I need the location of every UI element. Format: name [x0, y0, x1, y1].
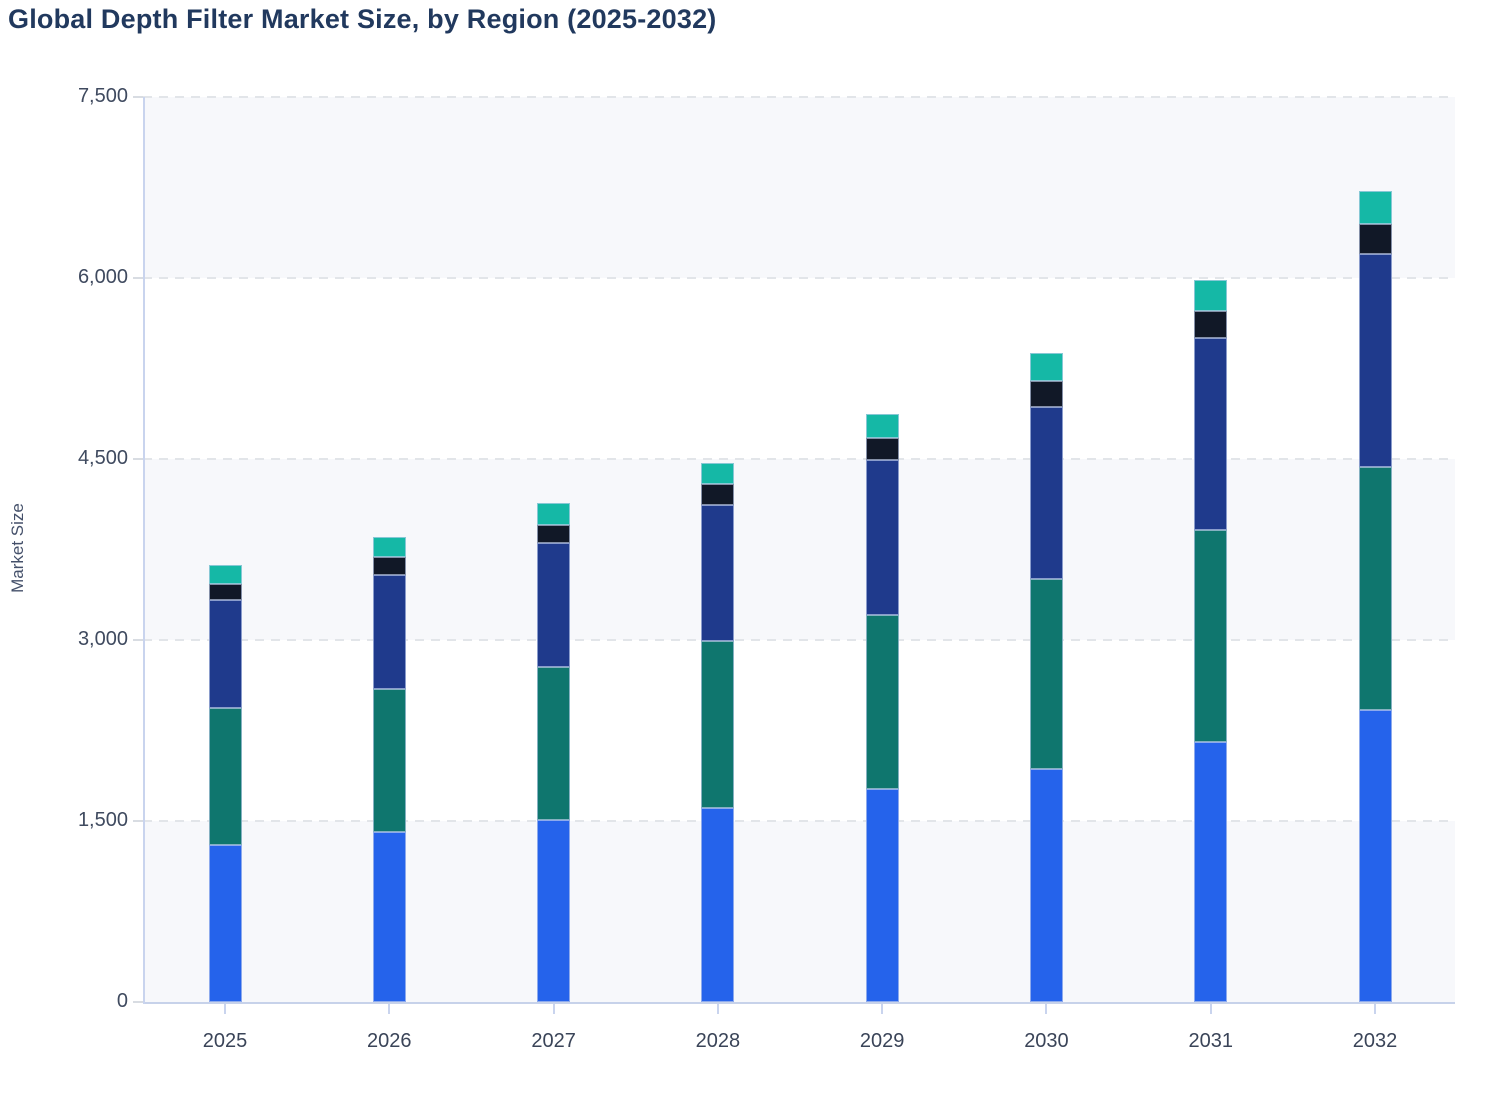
bar-segment-2025-series-3[interactable] — [208, 600, 242, 708]
y-tick-label: 3,000 — [77, 628, 128, 650]
y-axis-tick — [133, 96, 143, 98]
bar-segment-2031-series-1-bottom[interactable] — [1194, 741, 1228, 1002]
bar-segment-2028-series-4[interactable] — [701, 484, 735, 506]
y-axis-tick — [133, 639, 143, 641]
bar-segment-2025-series-5-top[interactable] — [208, 565, 242, 584]
bar-segment-2030-series-5-top[interactable] — [1029, 352, 1063, 381]
bar-segment-2027-series-2[interactable] — [537, 667, 571, 820]
gridline — [143, 820, 1455, 822]
x-axis-tick — [716, 1004, 719, 1014]
bar-segment-2032-series-3[interactable] — [1358, 254, 1392, 467]
bar-segment-2026-series-2[interactable] — [372, 688, 406, 833]
bar-segment-2030-series-2[interactable] — [1029, 579, 1063, 769]
y-tick-label: 4,500 — [77, 447, 128, 469]
x-axis-tick — [1045, 1004, 1048, 1014]
bar-segment-2026-series-4[interactable] — [372, 557, 406, 576]
bar-segment-2028-series-1-bottom[interactable] — [701, 807, 735, 1002]
x-tick-label: 2026 — [367, 1030, 412, 1052]
y-tick-label: 0 — [116, 990, 128, 1012]
bar-segment-2028-series-3[interactable] — [701, 505, 735, 642]
x-tick-label: 2027 — [531, 1030, 576, 1052]
x-tick-label: 2029 — [859, 1030, 905, 1052]
y-tick-label: 7,500 — [77, 85, 128, 107]
bar-segment-2025-series-1-bottom[interactable] — [208, 844, 242, 1002]
bar-segment-2028-series-5-top[interactable] — [701, 463, 735, 485]
plot-band — [143, 821, 1455, 1002]
bar-segment-2029-series-1-bottom[interactable] — [865, 789, 899, 1002]
x-axis-tick — [1209, 1004, 1212, 1014]
y-axis-line — [143, 97, 145, 1004]
bar-segment-2030-series-4[interactable] — [1029, 380, 1063, 407]
bar-segment-2031-series-2[interactable] — [1194, 530, 1228, 742]
bar-segment-2032-series-5-top[interactable] — [1358, 191, 1392, 225]
chart-title: Global Depth Filter Market Size, by Regi… — [8, 4, 717, 34]
bar-segment-2031-series-5-top[interactable] — [1194, 280, 1228, 311]
y-axis-tick — [133, 820, 143, 822]
x-tick-label: 2032 — [1352, 1030, 1398, 1052]
x-tick-label: 2025 — [202, 1030, 248, 1052]
gridline — [143, 277, 1455, 279]
y-axis-tick — [133, 458, 143, 460]
bar-segment-2029-series-3[interactable] — [865, 460, 899, 616]
y-axis-tick — [133, 1001, 143, 1003]
bar-segment-2032-series-1-bottom[interactable] — [1358, 709, 1392, 1002]
bar-segment-2028-series-2[interactable] — [701, 641, 735, 808]
plot-band — [143, 97, 1455, 278]
x-axis-tick — [1374, 1004, 1377, 1014]
x-tick-label: 2030 — [1024, 1030, 1069, 1052]
bar-segment-2027-series-1-bottom[interactable] — [537, 819, 571, 1002]
bar-segment-2026-series-1-bottom[interactable] — [372, 832, 406, 1002]
bar-segment-2029-series-2[interactable] — [865, 615, 899, 789]
bar-segment-2029-series-5-top[interactable] — [865, 413, 899, 439]
gridline — [143, 458, 1455, 460]
bar-segment-2025-series-2[interactable] — [208, 707, 242, 845]
bar-segment-2032-series-4[interactable] — [1358, 224, 1392, 255]
bar-segment-2030-series-3[interactable] — [1029, 406, 1063, 580]
bar-segment-2027-series-4[interactable] — [537, 525, 571, 544]
bar-segment-2026-series-5-top[interactable] — [372, 537, 406, 558]
x-axis-tick — [881, 1004, 884, 1014]
bar-segment-2026-series-3[interactable] — [372, 575, 406, 689]
bar-segment-2032-series-2[interactable] — [1358, 466, 1392, 710]
bar-segment-2031-series-3[interactable] — [1194, 338, 1228, 531]
plot-band — [143, 459, 1455, 640]
x-tick-label: 2031 — [1188, 1030, 1233, 1052]
x-axis-line — [143, 1002, 1455, 1004]
bar-segment-2030-series-1-bottom[interactable] — [1029, 768, 1063, 1002]
x-axis-tick — [224, 1004, 226, 1014]
bar-segment-2027-series-3[interactable] — [537, 543, 571, 668]
y-tick-label: 6,000 — [77, 266, 128, 288]
bar-segment-2027-series-5-top[interactable] — [537, 503, 571, 526]
y-axis-title: Market Size — [8, 503, 27, 593]
gridline — [143, 96, 1455, 98]
x-axis-tick — [552, 1004, 555, 1014]
y-axis-tick — [133, 277, 143, 279]
bar-segment-2029-series-4[interactable] — [865, 438, 899, 461]
bar-segment-2025-series-4[interactable] — [208, 583, 242, 601]
gridline — [143, 639, 1455, 641]
bar-segment-2031-series-4[interactable] — [1194, 310, 1228, 339]
x-tick-label: 2028 — [695, 1030, 741, 1052]
x-axis-tick — [388, 1004, 391, 1014]
y-tick-label: 1,500 — [77, 809, 128, 831]
